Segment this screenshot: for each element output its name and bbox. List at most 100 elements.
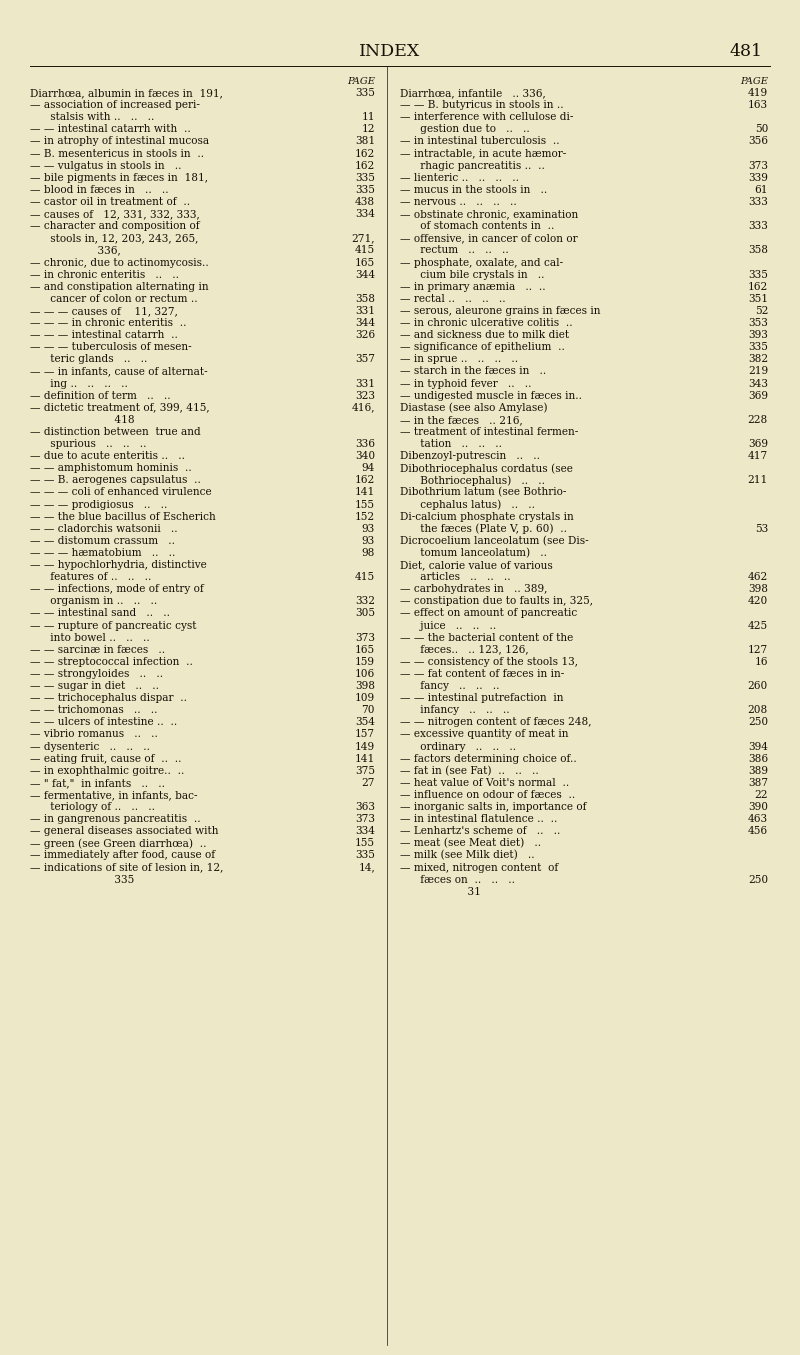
Text: 334: 334 [355, 827, 375, 836]
Text: PAGE: PAGE [347, 77, 375, 85]
Text: — — — prodigiosus   ..   ..: — — — prodigiosus .. .. [30, 500, 167, 509]
Text: 331: 331 [355, 378, 375, 389]
Text: — effect on amount of pancreatic: — effect on amount of pancreatic [400, 608, 578, 618]
Text: Dibothriocephalus cordatus (see: Dibothriocephalus cordatus (see [400, 463, 573, 474]
Text: fæces..   .. 123, 126,: fæces.. .. 123, 126, [400, 645, 529, 654]
Text: — milk (see Milk diet)   ..: — milk (see Milk diet) .. [400, 851, 534, 860]
Text: tation   ..   ..   ..: tation .. .. .. [400, 439, 502, 449]
Text: — — B. butyricus in stools in ..: — — B. butyricus in stools in .. [400, 100, 564, 110]
Text: 357: 357 [355, 354, 375, 364]
Text: — — distomum crassum   ..: — — distomum crassum .. [30, 535, 175, 546]
Text: — in atrophy of intestinal mucosa: — in atrophy of intestinal mucosa [30, 137, 209, 146]
Text: 356: 356 [748, 137, 768, 146]
Text: 211: 211 [748, 476, 768, 485]
Text: 271,: 271, [351, 233, 375, 244]
Text: 149: 149 [355, 741, 375, 752]
Text: 31: 31 [400, 886, 481, 897]
Text: — serous, aleurone grains in fæces in: — serous, aleurone grains in fæces in [400, 306, 601, 316]
Text: 157: 157 [355, 729, 375, 740]
Text: 165: 165 [355, 645, 375, 654]
Text: 394: 394 [748, 741, 768, 752]
Text: — in primary anæmia   ..  ..: — in primary anæmia .. .. [400, 282, 546, 291]
Text: — B. mesentericus in stools in  ..: — B. mesentericus in stools in .. [30, 149, 204, 159]
Text: 481: 481 [729, 43, 762, 61]
Text: 398: 398 [748, 584, 768, 595]
Text: 462: 462 [748, 572, 768, 583]
Text: — — B. aerogenes capsulatus  ..: — — B. aerogenes capsulatus .. [30, 476, 201, 485]
Text: 323: 323 [355, 390, 375, 401]
Text: — — — hæmatobium   ..   ..: — — — hæmatobium .. .. [30, 547, 175, 558]
Text: — in chronic enteritis   ..   ..: — in chronic enteritis .. .. [30, 270, 179, 279]
Text: 353: 353 [748, 318, 768, 328]
Text: 463: 463 [748, 814, 768, 824]
Text: Diastase (see also Amylase): Diastase (see also Amylase) [400, 402, 547, 413]
Text: juice   ..   ..   ..: juice .. .. .. [400, 621, 496, 630]
Text: 363: 363 [355, 802, 375, 812]
Text: 373: 373 [355, 814, 375, 824]
Text: — — trichomonas   ..   ..: — — trichomonas .. .. [30, 705, 158, 715]
Text: 373: 373 [355, 633, 375, 642]
Text: — — ulcers of intestine ..  ..: — — ulcers of intestine .. .. [30, 717, 178, 728]
Text: 260: 260 [748, 682, 768, 691]
Text: 351: 351 [748, 294, 768, 304]
Text: — due to acute enteritis ..   ..: — due to acute enteritis .. .. [30, 451, 185, 461]
Text: 358: 358 [748, 245, 768, 255]
Text: 331: 331 [355, 306, 375, 316]
Text: ing ..   ..   ..   ..: ing .. .. .. .. [30, 378, 128, 389]
Text: 415: 415 [355, 245, 375, 255]
Text: Bothriocephalus)   ..   ..: Bothriocephalus) .. .. [400, 476, 545, 486]
Text: 163: 163 [748, 100, 768, 110]
Text: — distinction between  true and: — distinction between true and [30, 427, 201, 436]
Text: 336: 336 [355, 439, 375, 449]
Text: 14,: 14, [358, 863, 375, 873]
Text: 339: 339 [748, 173, 768, 183]
Text: 27: 27 [362, 778, 375, 787]
Text: — general diseases associated with: — general diseases associated with [30, 827, 218, 836]
Text: 109: 109 [355, 694, 375, 703]
Text: 333: 333 [748, 196, 768, 207]
Text: 127: 127 [748, 645, 768, 654]
Text: 250: 250 [748, 717, 768, 728]
Text: 387: 387 [748, 778, 768, 787]
Text: — — infections, mode of entry of: — — infections, mode of entry of [30, 584, 204, 595]
Text: 152: 152 [355, 512, 375, 522]
Text: — " fat,"  in infants   ..   ..: — " fat," in infants .. .. [30, 778, 165, 787]
Text: 369: 369 [748, 439, 768, 449]
Text: ordinary   ..   ..   ..: ordinary .. .. .. [400, 741, 516, 752]
Text: tomum lanceolatum)   ..: tomum lanceolatum) .. [400, 547, 547, 558]
Text: — in chronic ulcerative colitis  ..: — in chronic ulcerative colitis .. [400, 318, 573, 328]
Text: 340: 340 [355, 451, 375, 461]
Text: — — — causes of    11, 327,: — — — causes of 11, 327, [30, 306, 178, 316]
Text: 335: 335 [355, 88, 375, 98]
Text: 438: 438 [355, 196, 375, 207]
Text: — nervous ..   ..   ..   ..: — nervous .. .. .. .. [400, 196, 517, 207]
Text: — — strongyloides   ..   ..: — — strongyloides .. .. [30, 669, 163, 679]
Text: features of ..   ..   ..: features of .. .. .. [30, 572, 151, 583]
Text: 165: 165 [355, 257, 375, 267]
Text: 335: 335 [355, 184, 375, 195]
Text: of stomach contents in  ..: of stomach contents in .. [400, 221, 554, 232]
Text: — — the bacterial content of the: — — the bacterial content of the [400, 633, 574, 642]
Text: 369: 369 [748, 390, 768, 401]
Text: — — intestinal catarrh with  ..: — — intestinal catarrh with .. [30, 125, 190, 134]
Text: 334: 334 [355, 209, 375, 220]
Text: fancy   ..   ..   ..: fancy .. .. .. [400, 682, 499, 691]
Text: 420: 420 [748, 596, 768, 606]
Text: — — — intestinal catarrh  ..: — — — intestinal catarrh .. [30, 331, 178, 340]
Text: Dibenzoyl-putrescin   ..   ..: Dibenzoyl-putrescin .. .. [400, 451, 540, 461]
Text: — causes of   12, 331, 332, 333,: — causes of 12, 331, 332, 333, [30, 209, 200, 220]
Text: — constipation due to faults in, 325,: — constipation due to faults in, 325, [400, 596, 593, 606]
Text: 393: 393 [748, 331, 768, 340]
Text: — factors determining choice of..: — factors determining choice of.. [400, 753, 577, 764]
Text: 98: 98 [362, 547, 375, 558]
Text: fæces on  ..   ..   ..: fæces on .. .. .. [400, 874, 515, 885]
Text: 416,: 416, [351, 402, 375, 413]
Text: Diarrhœa, infantile   .. 336,: Diarrhœa, infantile .. 336, [400, 88, 546, 98]
Text: 162: 162 [354, 476, 375, 485]
Text: infancy   ..   ..   ..: infancy .. .. .. [400, 705, 510, 715]
Text: — — — tuberculosis of mesen-: — — — tuberculosis of mesen- [30, 343, 192, 352]
Text: — fat in (see Fat)  ..   ..   ..: — fat in (see Fat) .. .. .. [400, 766, 538, 776]
Text: — — vulgatus in stools in   ..: — — vulgatus in stools in .. [30, 161, 182, 171]
Text: 162: 162 [354, 161, 375, 171]
Text: — vibrio romanus   ..   ..: — vibrio romanus .. .. [30, 729, 158, 740]
